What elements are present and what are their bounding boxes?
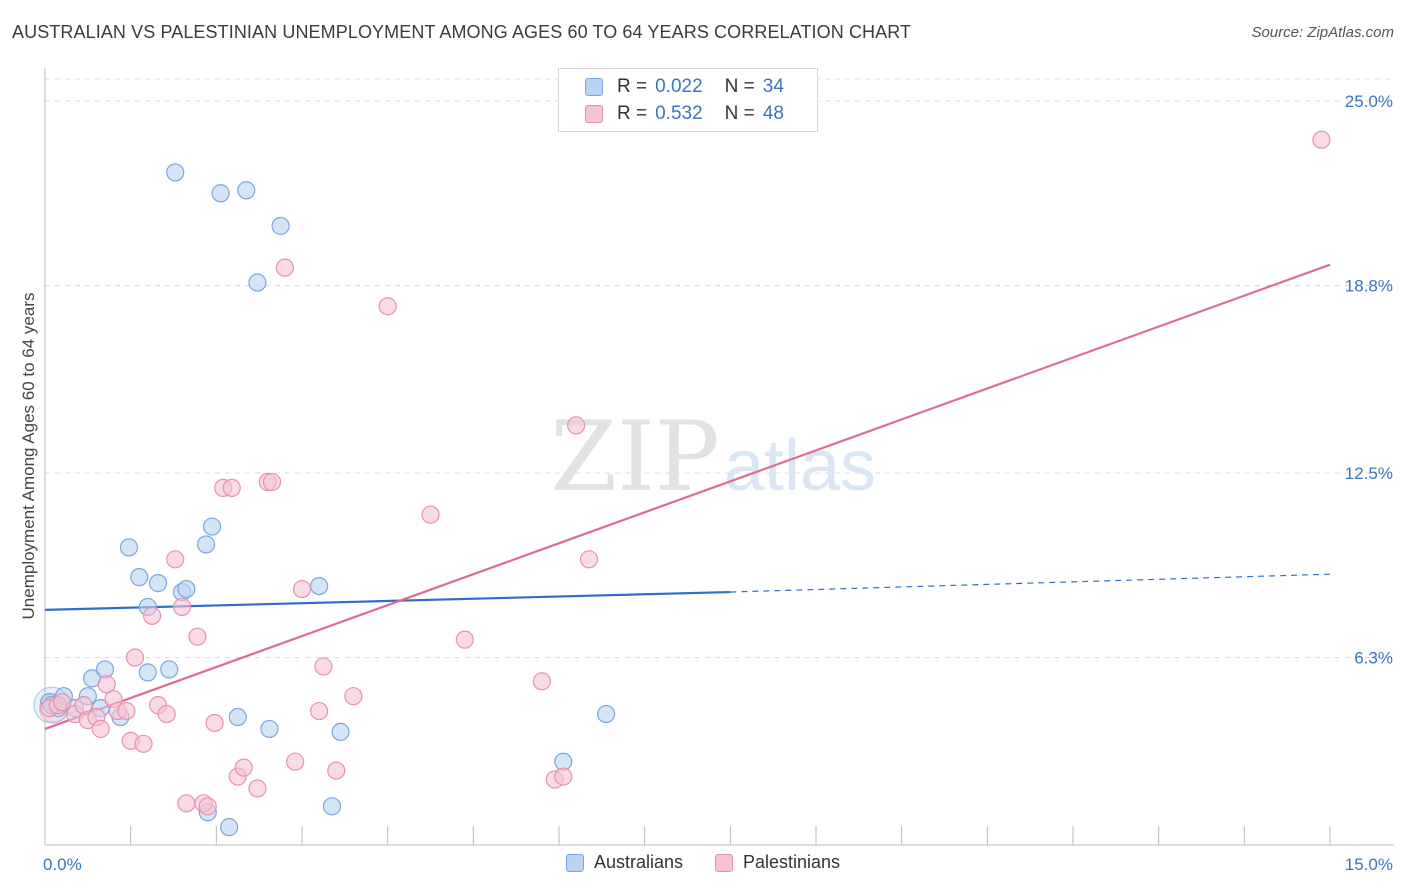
y-tick-label: 6.3%: [1354, 649, 1393, 668]
australians-point: [130, 568, 149, 587]
legend-item-australians[interactable]: Australians: [565, 852, 683, 873]
palestinians-point: [286, 752, 305, 771]
australians-point: [166, 163, 185, 182]
australians-point: [220, 818, 239, 837]
series-legend: Australians Palestinians: [0, 852, 1406, 873]
australians-point: [248, 273, 267, 292]
australians-point: [138, 663, 157, 682]
palestinians-point: [455, 630, 474, 649]
palestinians-point: [97, 675, 116, 694]
palestinians-point: [292, 579, 312, 599]
r-label: R =: [617, 103, 648, 124]
chart-title: AUSTRALIAN VS PALESTINIAN UNEMPLOYMENT A…: [12, 22, 912, 42]
australians-point: [322, 797, 342, 816]
australians-swatch: [585, 78, 603, 96]
australians-point: [202, 517, 222, 536]
palestinians-point: [532, 672, 551, 691]
legend-row-australians: R = 0.022 N = 34: [585, 75, 784, 99]
australians-swatch: [565, 853, 584, 872]
australians-point: [196, 535, 216, 554]
y-tick-label: 12.5%: [1345, 464, 1393, 483]
tick-labels: 6.3% 12.5% 18.8% 25.0% 0.0% 15.0%: [43, 92, 1393, 874]
palestinians-point: [327, 761, 346, 780]
palestinians-point: [198, 797, 217, 816]
palestinians-point: [248, 779, 267, 798]
palestinians-label: Palestinians: [742, 852, 841, 872]
australians-point: [177, 579, 196, 599]
trend-lines: [44, 263, 1331, 730]
palestinians-swatch: [714, 853, 733, 872]
australians-point: [228, 707, 247, 727]
palestinians-point: [134, 734, 153, 753]
palestinians-point: [310, 701, 329, 721]
australians-point: [148, 574, 168, 593]
australians-trend-extension: [730, 573, 1331, 593]
legend-row-palestinians: R = 0.532 N = 48: [585, 102, 784, 126]
palestinians-point: [91, 719, 110, 739]
palestinians-point: [177, 794, 196, 813]
australians-trend-line: [44, 590, 731, 611]
palestinians-trend-line: [44, 263, 1331, 730]
palestinians-point: [378, 297, 397, 316]
n-label: N =: [724, 103, 755, 124]
grid-lines: [45, 78, 1394, 659]
australians-point: [160, 660, 179, 679]
source-label: Source: ZipAtlas.com: [1251, 24, 1394, 41]
palestinians-point: [53, 693, 72, 712]
n-value: 34: [762, 76, 784, 97]
data-points: [33, 130, 1331, 837]
palestinians-point: [421, 505, 440, 524]
palestinians-point: [314, 657, 333, 676]
r-value: 0.022: [655, 76, 703, 97]
palestinians-point: [142, 606, 162, 625]
palestinians-point: [579, 550, 599, 569]
x-tick-label-min: 0.0%: [43, 855, 82, 874]
palestinians-point: [554, 767, 573, 786]
x-tick-label-max: 15.0%: [1345, 855, 1393, 874]
r-value: 0.532: [655, 103, 703, 124]
palestinians-point: [262, 472, 282, 492]
palestinians-point: [157, 704, 176, 724]
australians-point: [237, 181, 256, 200]
australians-point: [119, 538, 139, 557]
y-tick-label: 25.0%: [1345, 92, 1393, 111]
y-tick-label: 18.8%: [1345, 277, 1393, 296]
palestinians-point: [234, 758, 253, 777]
palestinians-point: [222, 478, 241, 497]
palestinians-point: [344, 687, 363, 706]
australians-label: Australians: [593, 852, 683, 872]
palestinians-point: [275, 258, 294, 277]
australians-point: [260, 719, 279, 739]
australians-point: [211, 184, 230, 203]
watermark-atlas: atlas: [724, 426, 876, 506]
australians-point: [331, 722, 350, 742]
australians-point: [271, 216, 290, 236]
n-value: 48: [762, 103, 784, 124]
palestinians-point: [166, 550, 185, 569]
palestinians-point: [117, 701, 136, 721]
legend-item-palestinians[interactable]: Palestinians: [714, 852, 841, 873]
correlation-legend: R = 0.022 N = 34 R = 0.532 N = 48: [558, 68, 818, 132]
n-label: N =: [724, 76, 755, 97]
palestinians-point: [125, 648, 145, 667]
palestinians-point: [1312, 130, 1331, 149]
r-label: R =: [617, 76, 648, 97]
palestinians-point: [188, 627, 207, 646]
australians-point: [310, 576, 329, 596]
palestinians-point: [567, 416, 586, 435]
australians-point: [597, 704, 616, 724]
palestinians-point: [205, 713, 224, 733]
palestinians-swatch: [585, 105, 603, 123]
palestinians-point: [172, 597, 192, 617]
